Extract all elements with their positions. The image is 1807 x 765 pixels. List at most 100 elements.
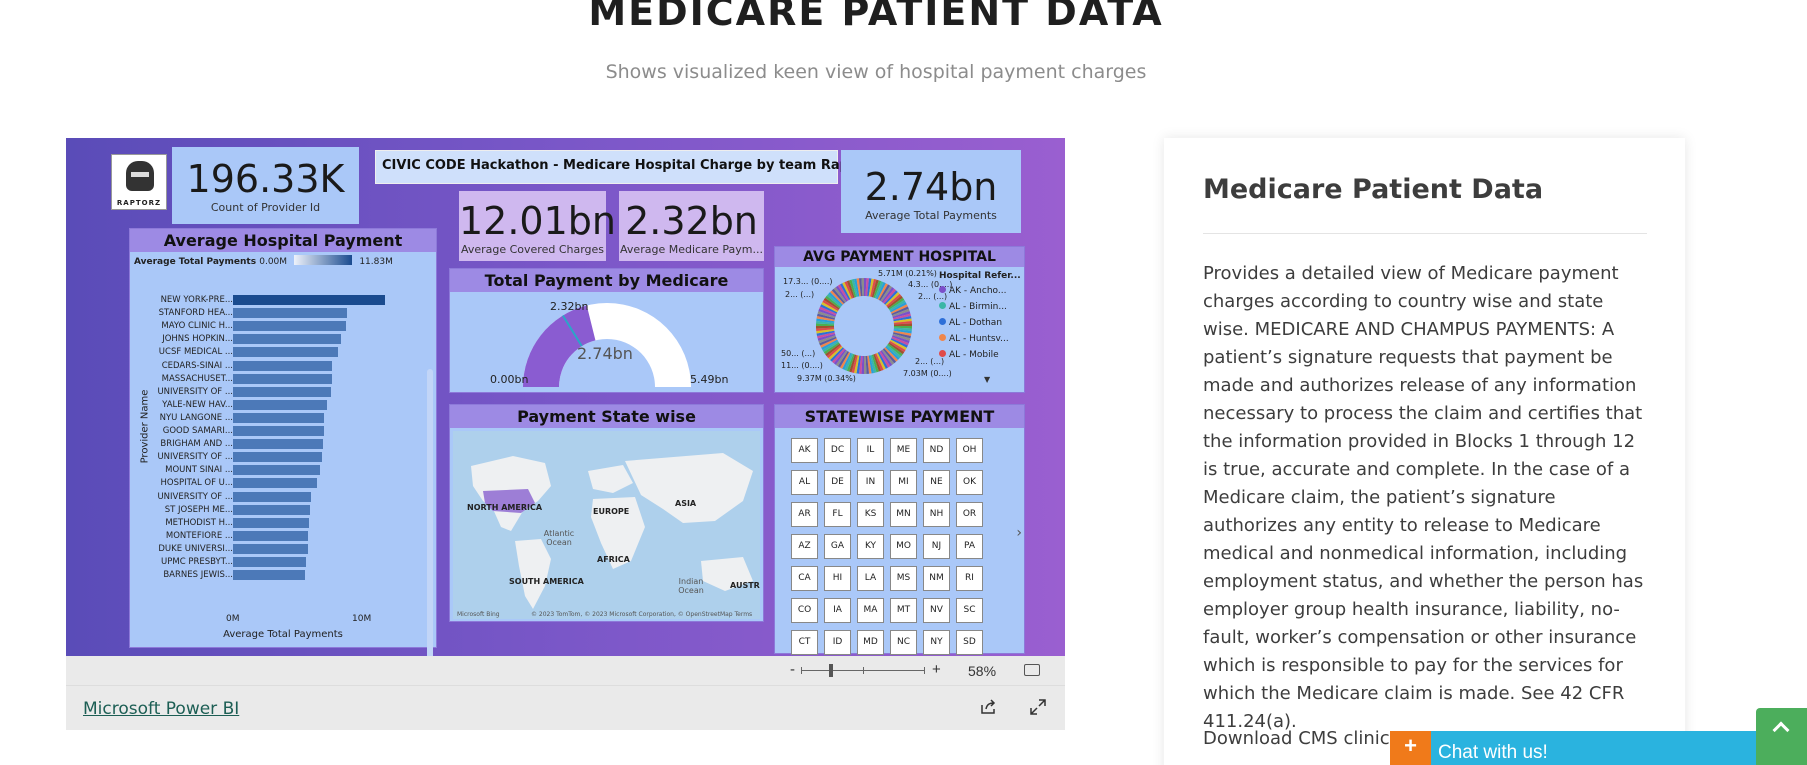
state-button[interactable]: SC — [956, 598, 983, 623]
donut-slice[interactable] — [817, 333, 836, 341]
donut-slice[interactable] — [849, 279, 857, 298]
bar-row[interactable]: MONTEFIORE ... — [130, 529, 436, 543]
donut-slice[interactable] — [892, 311, 911, 319]
donut-slice[interactable] — [858, 355, 863, 374]
donut-slice[interactable] — [864, 355, 867, 374]
fit-to-page-icon[interactable] — [1024, 664, 1040, 676]
bar[interactable] — [233, 543, 308, 554]
share-icon[interactable] — [979, 698, 997, 716]
state-button[interactable]: AK — [791, 438, 818, 463]
donut-slice[interactable] — [821, 302, 839, 313]
donut-slice[interactable] — [889, 299, 906, 311]
donut-slice[interactable] — [846, 354, 855, 372]
bar-row[interactable]: UNIVERSITY OF ... — [130, 450, 436, 464]
chevron-right-icon[interactable]: › — [1016, 525, 1022, 541]
donut-slice[interactable] — [830, 290, 844, 305]
donut-slice[interactable] — [892, 308, 910, 317]
donut-slice[interactable] — [893, 326, 912, 329]
donut-slice[interactable] — [817, 332, 836, 339]
state-button[interactable]: MA — [857, 598, 884, 623]
donut-slice[interactable] — [876, 282, 886, 300]
donut-slice[interactable] — [882, 348, 897, 364]
bar[interactable] — [233, 557, 307, 567]
donut-slice[interactable] — [816, 330, 835, 336]
world-map[interactable]: NORTH AMERICA EUROPE ASIA AFRICA SOUTH A… — [453, 431, 760, 619]
bar-row[interactable]: ST JOSEPH ME... — [130, 503, 436, 517]
donut-legend-item[interactable]: AL - Dothan — [939, 318, 1002, 328]
bar-row[interactable]: METHODIST H... — [130, 516, 436, 530]
state-button[interactable]: NE — [923, 470, 950, 495]
state-button[interactable]: HI — [824, 566, 851, 591]
panel-statewise-payment[interactable]: STATEWISE PAYMENT AK DC IL ME ND OH AL DE IN MI NE… — [774, 404, 1025, 655]
bar-row[interactable]: BRIGHAM AND ... — [130, 437, 436, 451]
donut-slice[interactable] — [867, 278, 872, 297]
bar[interactable] — [233, 399, 327, 410]
donut-slice[interactable] — [884, 290, 898, 305]
bar[interactable] — [233, 478, 317, 489]
bar[interactable] — [233, 334, 341, 345]
donut-slice[interactable] — [828, 292, 843, 306]
state-button[interactable]: OR — [956, 502, 983, 527]
donut-legend-item[interactable]: AL - Mobile — [939, 350, 999, 360]
bar-row[interactable]: MASSACHUSET... — [130, 372, 436, 386]
bar-row[interactable]: MAYO CLINIC H... — [130, 319, 436, 333]
donut-slice[interactable] — [816, 326, 835, 329]
donut-slice[interactable] — [835, 350, 848, 367]
donut-slice[interactable] — [887, 295, 903, 309]
donut-slice[interactable] — [891, 336, 909, 346]
donut-slice[interactable] — [833, 287, 847, 303]
state-button[interactable]: MT — [890, 598, 917, 623]
bar-row[interactable]: BARNES JEWIS... — [130, 568, 436, 582]
donut-slice[interactable] — [871, 354, 879, 373]
state-button[interactable]: NJ — [923, 534, 950, 559]
donut-slice[interactable] — [821, 339, 839, 350]
bar[interactable] — [233, 530, 308, 541]
donut-slice[interactable] — [891, 306, 909, 316]
bar-row[interactable]: NEW YORK-PRE... — [130, 293, 436, 307]
state-button[interactable]: KY — [857, 534, 884, 559]
donut-slice[interactable] — [892, 332, 911, 339]
zoom-out-button[interactable]: - — [790, 661, 795, 678]
donut-slice[interactable] — [856, 278, 861, 297]
state-button[interactable]: MS — [890, 566, 917, 591]
state-button[interactable]: FL — [824, 502, 851, 527]
bar[interactable] — [233, 491, 312, 502]
donut-slice[interactable] — [885, 346, 900, 360]
panel-payment-state-wise[interactable]: Payment State wise NORTH AMERICA EUROPE … — [449, 404, 764, 622]
state-button[interactable]: MD — [857, 630, 884, 655]
donut-slice[interactable] — [892, 335, 910, 344]
donut-slice[interactable] — [881, 349, 895, 365]
donut-slice[interactable] — [880, 285, 893, 302]
state-button[interactable]: SD — [956, 630, 983, 655]
scroll-to-top-button[interactable] — [1756, 708, 1807, 765]
donut-slice[interactable] — [837, 351, 849, 368]
state-button[interactable]: NV — [923, 598, 950, 623]
donut-slice[interactable] — [890, 338, 908, 348]
donut-slice[interactable] — [837, 284, 849, 301]
donut-slice[interactable] — [835, 285, 848, 302]
card-avg-total[interactable]: 2.74bn Average Total Payments — [841, 150, 1021, 233]
state-button[interactable]: IA — [824, 598, 851, 623]
donut-slice[interactable] — [822, 341, 839, 353]
download-cms-text[interactable]: Download CMS clinica — [1203, 728, 1401, 749]
bar-row[interactable]: DUKE UNIVERSI... — [130, 542, 436, 556]
donut-slice[interactable] — [820, 338, 838, 348]
donut-slice[interactable] — [861, 278, 864, 297]
state-button[interactable]: GA — [824, 534, 851, 559]
state-button[interactable]: AZ — [791, 534, 818, 559]
state-button[interactable]: NC — [890, 630, 917, 655]
bar[interactable] — [233, 412, 325, 423]
donut-slice[interactable] — [876, 352, 886, 370]
donut-slice[interactable] — [817, 311, 836, 319]
card-provider-count[interactable]: 196.33K Count of Provider Id — [172, 147, 359, 224]
bar[interactable] — [233, 517, 309, 528]
card-avg-medicare[interactable]: 2.32bn Average Medicare Paym... — [619, 191, 764, 261]
donut-slice[interactable] — [856, 355, 861, 374]
fullscreen-icon[interactable] — [1029, 698, 1047, 716]
bar[interactable] — [233, 386, 331, 397]
donut-slice[interactable] — [844, 353, 854, 371]
donut-slice[interactable] — [868, 355, 874, 374]
donut-slice[interactable] — [842, 352, 852, 370]
donut-slice[interactable] — [816, 318, 835, 323]
state-button[interactable]: KS — [857, 502, 884, 527]
